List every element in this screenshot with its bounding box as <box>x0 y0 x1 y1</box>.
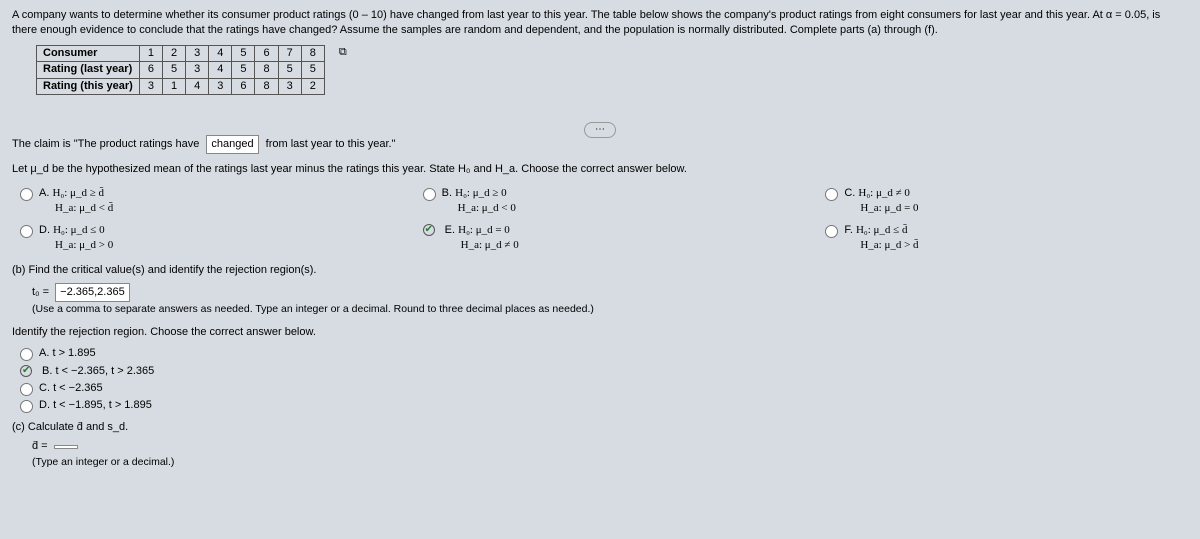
radio-A[interactable] <box>20 188 33 201</box>
cell: 2 <box>162 45 185 61</box>
rej-radio-A[interactable] <box>20 348 33 361</box>
opt-label: A. <box>39 347 49 359</box>
opt-label: E. <box>445 224 455 236</box>
opt-label: A. <box>39 187 49 199</box>
cell: 6 <box>255 45 278 61</box>
radio-D[interactable] <box>20 225 33 238</box>
opt-line: H_a: μ_d ≠ 0 <box>461 239 519 251</box>
rej-option-D[interactable]: D. t < −1.895, t > 1.895 <box>20 398 1188 413</box>
claim-pre: The claim is "The product ratings have <box>12 138 202 150</box>
opt-label: C. <box>39 382 50 394</box>
opt-line: H₀: μ_d ≥ 0 <box>455 187 507 199</box>
cell: 7 <box>278 45 301 61</box>
rej-option-A[interactable]: A. t > 1.895 <box>20 346 1188 361</box>
cell: 5 <box>278 62 301 78</box>
problem-statement: A company wants to determine whether its… <box>12 8 1188 39</box>
option-D[interactable]: D. H₀: μ_d ≤ 0 H_a: μ_d > 0 <box>20 223 383 254</box>
opt-line: H_a: μ_d > d̄ <box>860 239 918 251</box>
cell: 8 <box>255 78 278 94</box>
cell: 5 <box>232 45 255 61</box>
opt-line: H₀: μ_d ≤ 0 <box>53 224 105 236</box>
claim-dropdown[interactable]: changed <box>206 135 258 154</box>
rej-option-B[interactable]: B. t < −2.365, t > 2.365 <box>20 364 1188 379</box>
cell: 1 <box>139 45 162 61</box>
row-label: Rating (this year) <box>37 78 140 94</box>
option-B[interactable]: B. H₀: μ_d ≥ 0 H_a: μ_d < 0 <box>423 186 786 217</box>
cell: 8 <box>301 45 324 61</box>
table-row: Rating (this year) 3 1 4 3 6 8 3 2 <box>37 78 356 94</box>
cell: 3 <box>209 78 232 94</box>
radio-E-checked[interactable] <box>423 224 435 236</box>
hypothesis-prompt: Let μ_d be the hypothesized mean of the … <box>12 162 1188 177</box>
row-label: Consumer <box>37 45 140 61</box>
rej-text: t > 1.895 <box>52 347 95 359</box>
opt-line: H_a: μ_d > 0 <box>55 239 113 251</box>
cell: 8 <box>255 62 278 78</box>
cell: 4 <box>186 78 209 94</box>
rej-radio-B-checked[interactable] <box>20 365 32 377</box>
rej-option-C[interactable]: C. t < −2.365 <box>20 381 1188 396</box>
hypothesis-options: A. H₀: μ_d ≥ d̄ H_a: μ_d < d̄ B. H₀: μ_d… <box>20 186 1188 254</box>
part-c-prompt: (c) Calculate d̄ and s_d. <box>12 420 1188 435</box>
cell: 5 <box>301 62 324 78</box>
cell: 6 <box>139 62 162 78</box>
dbar-label: d̄ = <box>32 440 51 452</box>
cell: 6 <box>232 78 255 94</box>
dbar-answer-box[interactable] <box>54 445 78 449</box>
t0-answer-box[interactable]: −2.365,2.365 <box>55 283 130 302</box>
dbar-help: (Type an integer or a decimal.) <box>32 455 1188 470</box>
rej-radio-C[interactable] <box>20 383 33 396</box>
opt-line: H_a: μ_d < 0 <box>458 202 516 214</box>
rej-radio-D[interactable] <box>20 400 33 413</box>
opt-label: F. <box>844 224 853 236</box>
radio-C[interactable] <box>825 188 838 201</box>
opt-line: H₀: μ_d ≠ 0 <box>858 187 910 199</box>
rej-text: t < −2.365 <box>53 382 103 394</box>
row-label: Rating (last year) <box>37 62 140 78</box>
opt-label: B. <box>442 187 452 199</box>
radio-F[interactable] <box>825 225 838 238</box>
cell: 1 <box>162 78 185 94</box>
option-F[interactable]: F. H₀: μ_d ≤ d̄ H_a: μ_d > d̄ <box>825 223 1188 254</box>
opt-line: H₀: μ_d ≥ d̄ <box>52 187 104 199</box>
t0-help: (Use a comma to separate answers as need… <box>32 302 1188 317</box>
opt-line: H_a: μ_d < d̄ <box>55 202 113 214</box>
opt-line: H₀: μ_d = 0 <box>458 224 510 236</box>
cell: 3 <box>186 62 209 78</box>
data-table: Consumer 1 2 3 4 5 6 7 8 ⧉ Rating (last … <box>36 45 356 95</box>
option-E[interactable]: E. H₀: μ_d = 0 H_a: μ_d ≠ 0 <box>423 223 786 254</box>
opt-line: H₀: μ_d ≤ d̄ <box>856 224 908 236</box>
cell: 3 <box>139 78 162 94</box>
cell: 2 <box>301 78 324 94</box>
t0-label: t₀ = <box>32 286 52 298</box>
table-row: Consumer 1 2 3 4 5 6 7 8 ⧉ <box>37 45 356 61</box>
copy-icon[interactable]: ⧉ <box>339 45 347 60</box>
claim-post: from last year to this year." <box>266 138 396 150</box>
rej-text: t < −2.365, t > 2.365 <box>55 365 154 377</box>
opt-label: D. <box>39 399 50 411</box>
cell: 3 <box>278 78 301 94</box>
opt-line: H_a: μ_d = 0 <box>860 202 918 214</box>
rejection-prompt: Identify the rejection region. Choose th… <box>12 325 1188 340</box>
opt-label: C. <box>844 187 855 199</box>
cell: 5 <box>162 62 185 78</box>
cell: 5 <box>232 62 255 78</box>
part-b-prompt: (b) Find the critical value(s) and ident… <box>12 263 1188 278</box>
table-row: Rating (last year) 6 5 3 4 5 8 5 5 <box>37 62 356 78</box>
option-A[interactable]: A. H₀: μ_d ≥ d̄ H_a: μ_d < d̄ <box>20 186 383 217</box>
rejection-options: A. t > 1.895 B. t < −2.365, t > 2.365 C.… <box>20 346 1188 414</box>
opt-label: D. <box>39 224 50 236</box>
cell: 4 <box>209 45 232 61</box>
opt-label: B. <box>42 365 52 377</box>
ellipsis-pill[interactable]: ⋯ <box>584 122 616 138</box>
cell: 3 <box>186 45 209 61</box>
option-C[interactable]: C. H₀: μ_d ≠ 0 H_a: μ_d = 0 <box>825 186 1188 217</box>
rej-text: t < −1.895, t > 1.895 <box>53 399 152 411</box>
radio-B[interactable] <box>423 188 436 201</box>
cell: 4 <box>209 62 232 78</box>
